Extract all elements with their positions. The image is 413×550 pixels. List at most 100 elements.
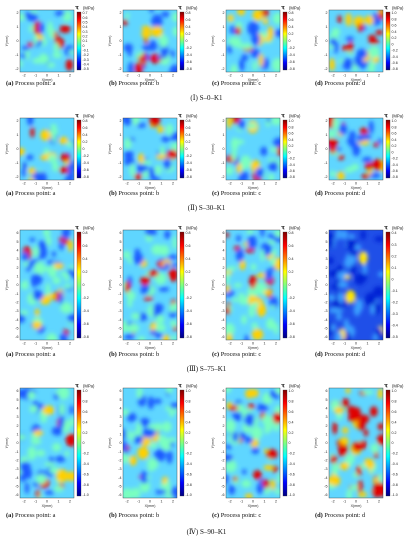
contour-plot: τ (MPa)0.8 0.6 0.4 0.2 0 -0.2 -0.4 -0.6 -0.8 2 1 0 -1… <box>211 4 301 83</box>
colorbar <box>282 11 288 71</box>
stress-field <box>329 388 383 498</box>
y-tick: -1 <box>118 161 121 165</box>
y-tick: -1 <box>15 292 18 296</box>
colorbar-tick: 0.4 <box>83 25 88 29</box>
x-tick: 2 <box>172 182 174 186</box>
colorbar-tick: 0 <box>83 147 85 151</box>
y-tick: -2 <box>221 301 224 305</box>
y-tick: 5 <box>17 398 19 402</box>
y-tick: -3 <box>221 467 224 471</box>
colorbar <box>179 389 185 497</box>
x-tick: 0 <box>252 74 254 78</box>
panel-caption-text: Process point: b <box>116 512 160 519</box>
colorbar-tick: 0.4 <box>392 30 397 34</box>
x-tick: -2 <box>331 500 334 504</box>
tau-symbol: τ <box>75 382 79 390</box>
colorbar-tick: 0.7 <box>83 11 88 15</box>
colorbar-unit: (MPa) <box>186 384 198 389</box>
x-tick: -1 <box>137 74 140 78</box>
x-tick: 0 <box>252 500 254 504</box>
x-tick: 0 <box>355 500 357 504</box>
colorbar-tick: -0.6 <box>186 168 192 172</box>
colorbar-tick: 0.4 <box>83 133 88 137</box>
colorbar-tick: 0.6 <box>186 126 191 130</box>
x-tick: -2 <box>125 342 128 346</box>
panel-tag: (c) <box>212 190 220 197</box>
colorbar-tick: 0.4 <box>289 257 294 261</box>
colorbar <box>179 119 185 179</box>
x-tick: -1 <box>343 500 346 504</box>
x-tick: 1 <box>161 182 163 186</box>
colorbar <box>76 119 82 179</box>
y-axis-label: Y(mm) <box>314 280 318 291</box>
x-tick: 1 <box>161 74 163 78</box>
colorbar-tick: 0.4 <box>186 133 191 137</box>
colorbar-tick: 0.3 <box>392 243 397 247</box>
colorbar-tick: -0.4 <box>392 462 398 466</box>
x-tick: -2 <box>125 500 128 504</box>
y-tick: 0 <box>17 441 19 445</box>
tau-symbol: τ <box>281 382 285 390</box>
y-tick: -4 <box>324 476 327 480</box>
colorbar-tick: -0.8 <box>186 67 192 71</box>
panel-caption-text: Process point: b <box>116 190 160 197</box>
y-tick: 0 <box>326 441 328 445</box>
colorbar-tick: -0.4 <box>83 309 89 313</box>
y-tick: -2 <box>324 67 327 71</box>
y-tick: -1 <box>15 450 18 454</box>
y-tick: 2 <box>17 119 19 123</box>
y-tick: 1 <box>326 275 328 279</box>
y-axis-label: Y(mm) <box>5 36 9 47</box>
x-tick: -1 <box>343 342 346 346</box>
colorbar <box>282 231 288 339</box>
y-tick: 5 <box>120 398 122 402</box>
x-tick: -2 <box>228 500 231 504</box>
colorbar-tick: 0.5 <box>83 21 88 25</box>
y-tick: -4 <box>324 318 327 322</box>
colorbar-tick: 0.2 <box>392 431 397 435</box>
colorbar-tick: -0.2 <box>83 296 89 300</box>
colorbar-tick: -0.2 <box>392 49 398 53</box>
contour-panel: τ (MPa) 1.0 0.8 0.6 0.4 0.2 0 -0.2 -0.4 -0.6 -0.8 2 1… <box>210 112 306 191</box>
colorbar-tick: 1.0 <box>289 389 294 393</box>
colorbar-tick: -0.8 <box>289 175 295 179</box>
y-tick: 2 <box>223 119 225 123</box>
colorbar-tick: -0.8 <box>392 67 398 71</box>
y-tick: 3 <box>326 415 328 419</box>
y-tick: 1 <box>17 133 19 137</box>
y-tick: -5 <box>221 485 224 489</box>
x-axis-label: X(mm) <box>42 346 53 350</box>
x-tick: 0 <box>355 182 357 186</box>
y-tick: -2 <box>118 67 121 71</box>
colorbar-tick: -1.0 <box>289 493 295 497</box>
y-axis-label: Y(mm) <box>5 144 9 155</box>
colorbar-tick: 0 <box>392 42 394 46</box>
contour-panel: τ (MPa) 0.8 0.6 0.4 0.2 0 -0.2 -0.4 -0.6 -0.8 6 5 4 3 2… <box>107 224 203 351</box>
colorbar-tick: 0.6 <box>186 18 191 22</box>
colorbar <box>282 119 288 179</box>
colorbar-tick: -0.6 <box>289 60 295 64</box>
x-tick: -2 <box>228 342 231 346</box>
x-tick: -2 <box>228 74 231 78</box>
panel-caption: (a) Process point: a <box>6 190 56 197</box>
colorbar-tick: 1.0 <box>392 389 397 393</box>
panel-tag: (d) <box>315 351 323 358</box>
y-tick: 2 <box>120 11 122 15</box>
contour-panel: τ (MPa) 1.0 0.8 0.6 0.4 0.2 0 -0.2 -0.4 -0.6 -0.8 -1… <box>4 382 100 509</box>
y-tick: 2 <box>326 424 328 428</box>
colorbar-tick: 0.8 <box>186 119 191 123</box>
y-tick: 6 <box>326 389 328 393</box>
colorbar-tick: 1.0 <box>83 389 88 393</box>
colorbar-tick: -0.6 <box>83 168 89 172</box>
y-tick: -4 <box>221 476 224 480</box>
panel-caption: (a) Process point: a <box>6 351 56 358</box>
y-tick: -2 <box>324 459 327 463</box>
colorbar <box>385 11 391 71</box>
y-tick: 6 <box>326 231 328 235</box>
tau-symbol: τ <box>384 112 388 120</box>
colorbar-tick: -0.2 <box>392 452 398 456</box>
panel-tag: (c) <box>212 512 220 519</box>
x-tick: 1 <box>264 342 266 346</box>
y-axis-label: Y(mm) <box>5 438 9 449</box>
colorbar-tick: -0.4 <box>289 53 295 57</box>
